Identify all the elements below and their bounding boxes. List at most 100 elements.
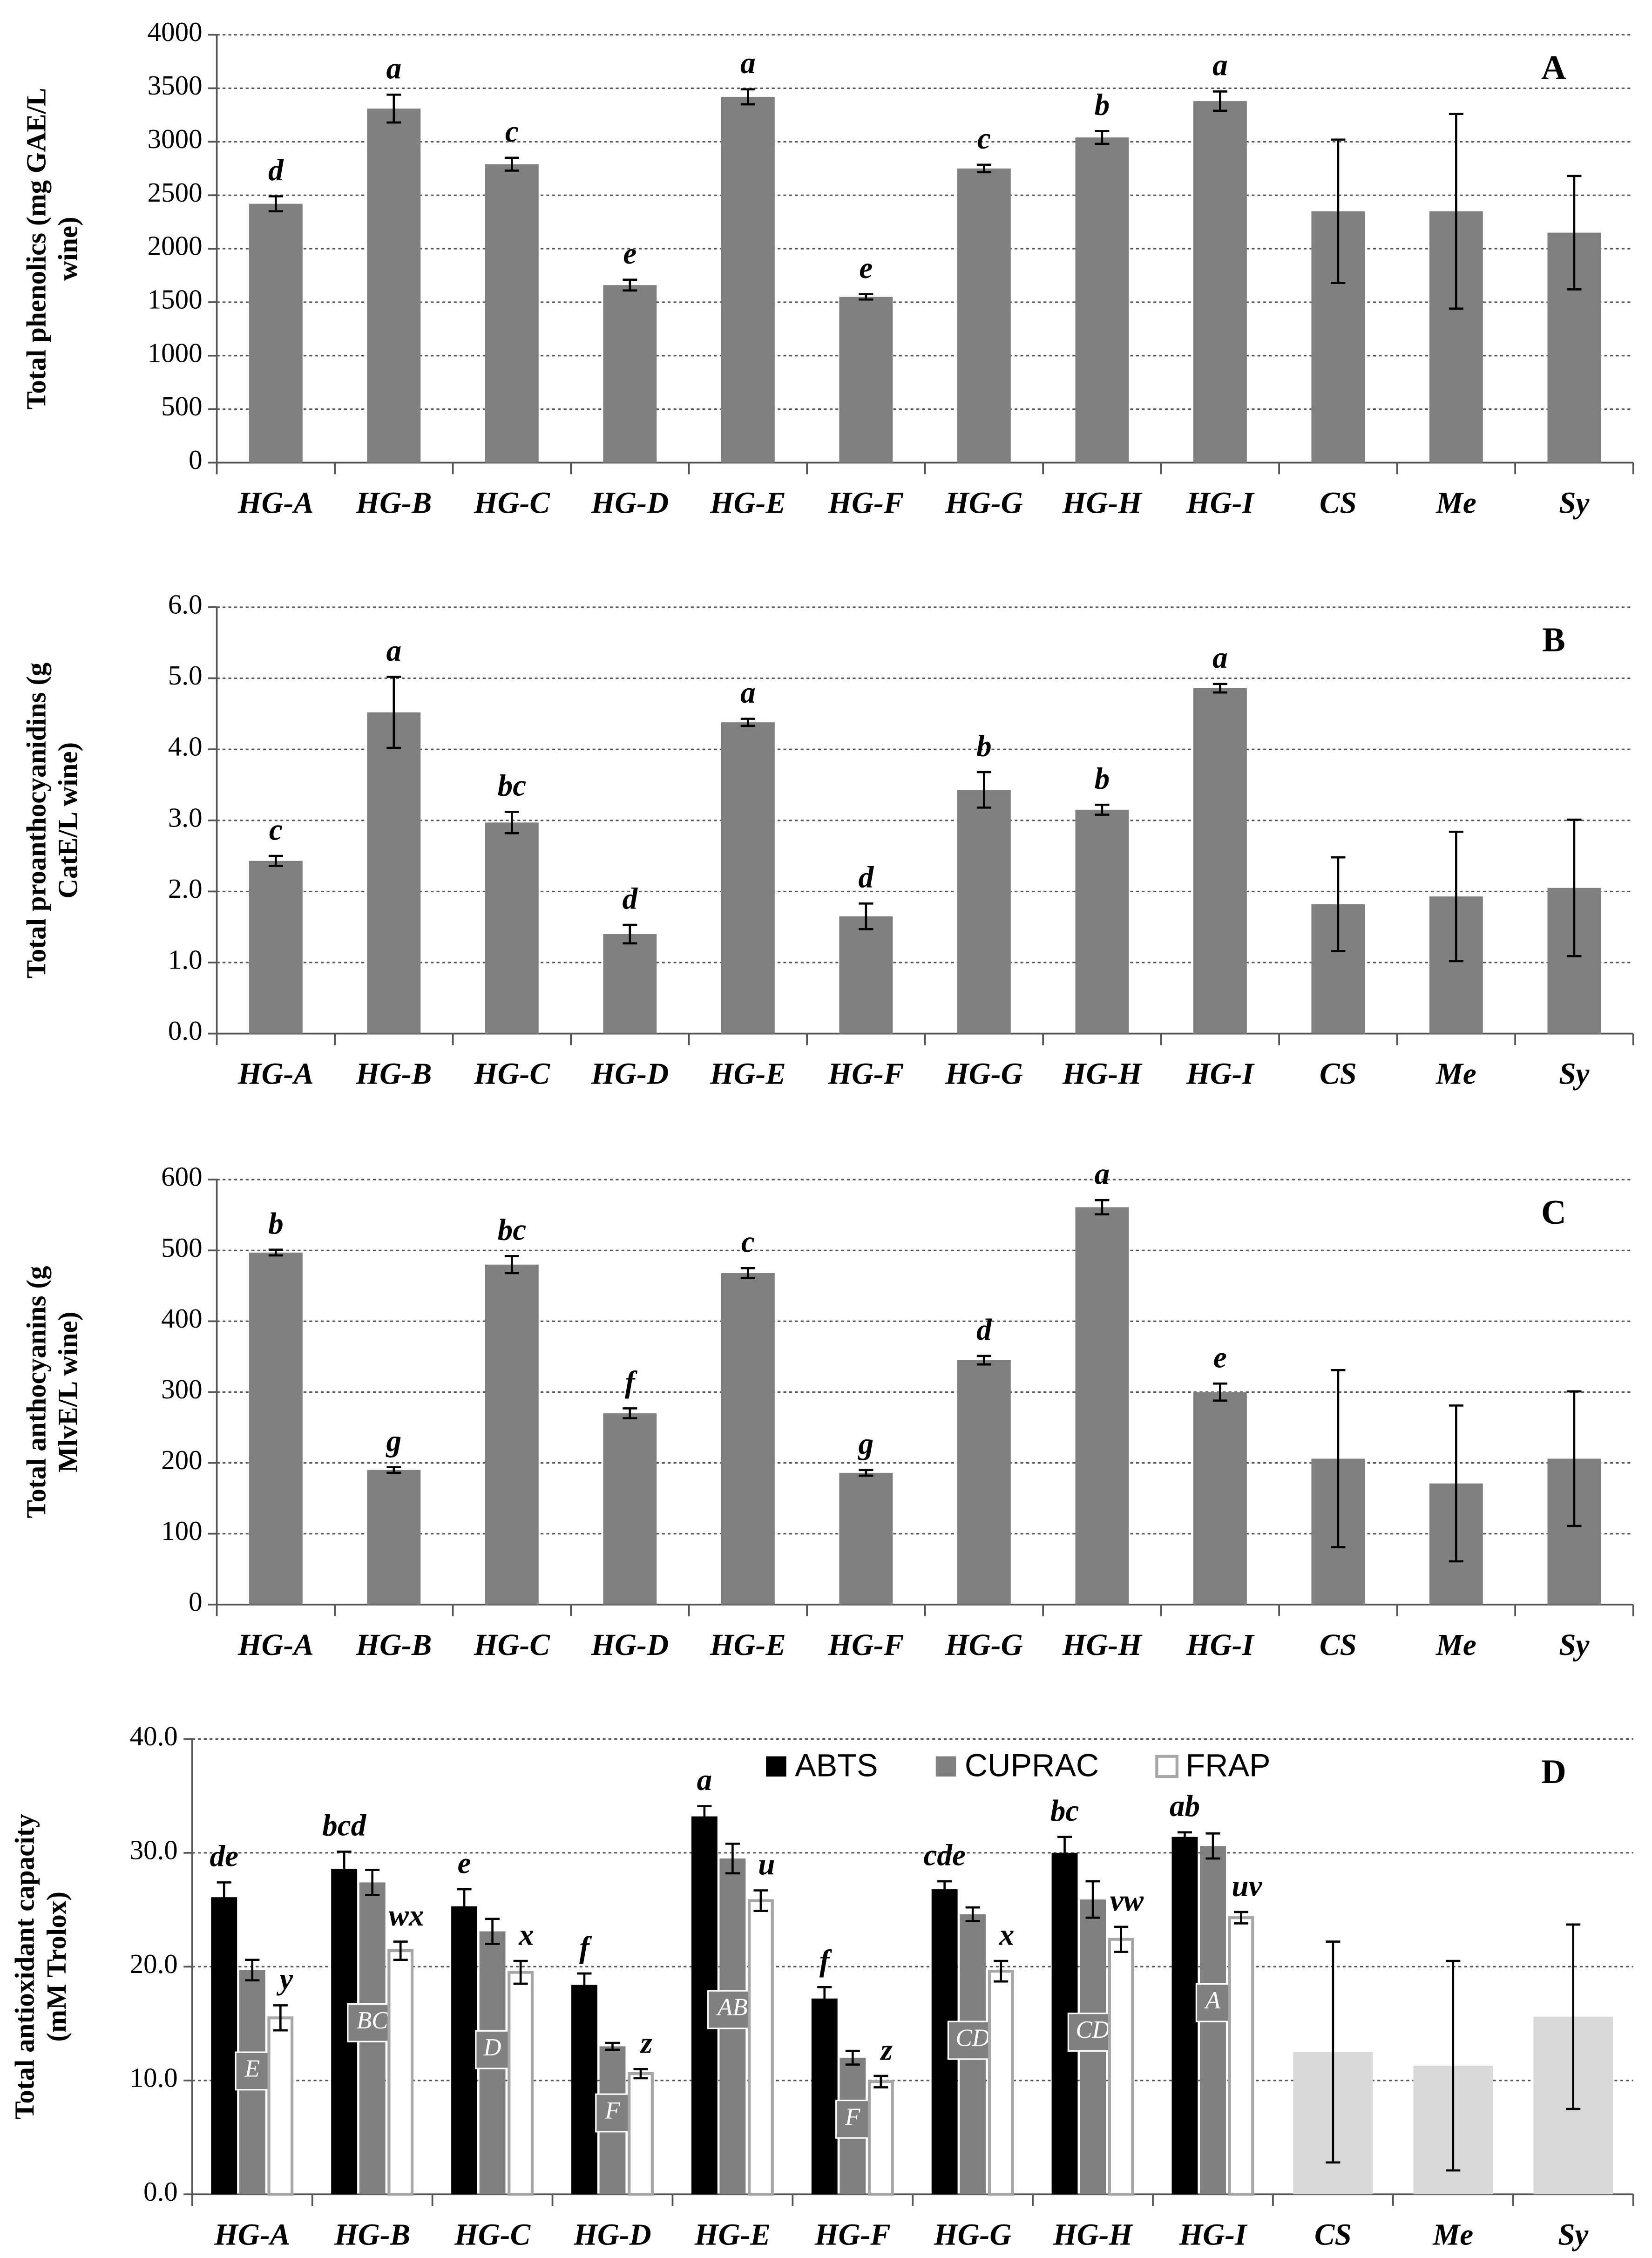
significance-label: b [1095, 88, 1110, 122]
significance-label: a [386, 634, 402, 668]
y-tick-label: 2500 [148, 177, 203, 208]
legend-label: FRAP [1185, 1748, 1270, 1783]
x-tick-label: HG-H [1062, 1058, 1143, 1091]
bar [485, 1264, 539, 1605]
x-tick-label: Me [1435, 1058, 1476, 1091]
bar [721, 1273, 775, 1605]
significance-label: bc [498, 769, 527, 803]
y-tick-label: 300 [161, 1374, 202, 1404]
significance-label: f [819, 1945, 833, 1978]
x-tick-label: HG-B [355, 1058, 432, 1091]
x-tick-label: HG-G [945, 487, 1023, 520]
significance-label: ab [1170, 1790, 1200, 1823]
bar [957, 1360, 1011, 1605]
significance-label: g [386, 1424, 402, 1458]
error-bar [1331, 1369, 1346, 1548]
y-tick-label: 2000 [148, 231, 203, 261]
significance-label: e [1213, 1341, 1227, 1374]
significance-label: bc [1050, 1794, 1079, 1828]
group-label: CD [1076, 2016, 1110, 2043]
error-bar [1449, 1404, 1463, 1563]
x-tick-label: Sy [1558, 2218, 1589, 2251]
bar [1193, 688, 1247, 1034]
error-bar [697, 1805, 712, 1828]
error-bar [365, 1869, 380, 1896]
y-tick-label: 0.0 [143, 2176, 178, 2207]
group-label: CD [956, 2025, 990, 2052]
error-bar [976, 163, 991, 174]
significance-label: a [386, 52, 402, 86]
bar [839, 1472, 893, 1605]
error-bar [273, 2004, 288, 2032]
error-bar [577, 1972, 592, 1998]
error-bar [337, 1851, 352, 1887]
error-bar [1446, 1960, 1461, 2172]
error-bar [859, 902, 873, 930]
x-tick-label: HG-H [1053, 2218, 1133, 2251]
significance-label: a [697, 1763, 712, 1797]
y-axis-label: (mM Trolox) [41, 1892, 72, 2042]
significance-label: b [268, 1207, 284, 1241]
significance-label: a [1212, 641, 1228, 675]
x-tick-label: HG-E [694, 2218, 771, 2251]
error-bar [268, 1248, 283, 1257]
bar [1193, 1392, 1247, 1605]
error-bar [386, 1466, 401, 1474]
panel-label: C [1541, 1193, 1566, 1232]
significance-label: f [625, 1366, 638, 1399]
x-tick-label: HG-I [1186, 1628, 1255, 1662]
bar [211, 1897, 237, 2195]
x-tick-label: HG-H [1062, 1628, 1143, 1662]
legend-swatch [935, 1756, 956, 1777]
legend-swatch [766, 1756, 786, 1777]
group-label: F [604, 2097, 620, 2124]
bar [367, 1470, 421, 1605]
error-bar [725, 1843, 740, 1875]
x-tick-label: HG-D [591, 487, 669, 520]
bar [571, 1985, 597, 2195]
y-tick-label: 20.0 [130, 1948, 178, 1979]
error-bar [976, 1355, 991, 1366]
y-tick-label: 0.0 [168, 1015, 203, 1046]
x-tick-label: Sy [1559, 1628, 1590, 1662]
group-label: F [845, 2103, 860, 2130]
significance-label: bc [498, 1214, 527, 1247]
x-tick-label: HG-D [591, 1628, 669, 1662]
y-tick-label: 4000 [148, 16, 203, 47]
bar [721, 722, 775, 1034]
y-axis-label: Total anthocyanins (g [20, 1266, 51, 1519]
significance-label: z [880, 2033, 893, 2067]
bar [485, 164, 539, 463]
x-tick-label: CS [1320, 1058, 1357, 1091]
error-bar [504, 156, 519, 172]
bar [811, 1998, 838, 2195]
error-bar [386, 676, 401, 749]
error-bar [1057, 1836, 1072, 1870]
y-axis-label: MlvE/L wine) [53, 1312, 83, 1473]
x-tick-label: HG-G [945, 1628, 1023, 1662]
group-label-box [1195, 1983, 1231, 2022]
error-bar [1449, 113, 1463, 310]
significance-label: e [458, 1846, 471, 1880]
error-bar [485, 1918, 500, 1945]
x-tick-label: HG-H [1062, 487, 1143, 520]
y-tick-label: 0 [189, 444, 202, 475]
panel-label: B [1542, 621, 1565, 659]
x-tick-label: Sy [1559, 1058, 1590, 1091]
bar [367, 108, 421, 463]
bar [867, 2080, 894, 2196]
y-tick-label: 500 [161, 1232, 202, 1263]
x-tick-label: HG-B [355, 1628, 432, 1662]
error-bar [1177, 1831, 1192, 1843]
significance-label: vw [1110, 1884, 1144, 1918]
error-bar [817, 1986, 832, 2011]
bar [839, 297, 893, 463]
error-bar [1567, 1390, 1582, 1527]
error-bar [1114, 1926, 1129, 1953]
error-bar [217, 1881, 231, 1913]
bar [628, 2072, 654, 2196]
y-axis-label: CatE/L wine) [53, 742, 83, 899]
error-bar [965, 1906, 980, 1922]
significance-label: g [858, 1427, 874, 1461]
legend-swatch [1155, 1755, 1178, 1778]
